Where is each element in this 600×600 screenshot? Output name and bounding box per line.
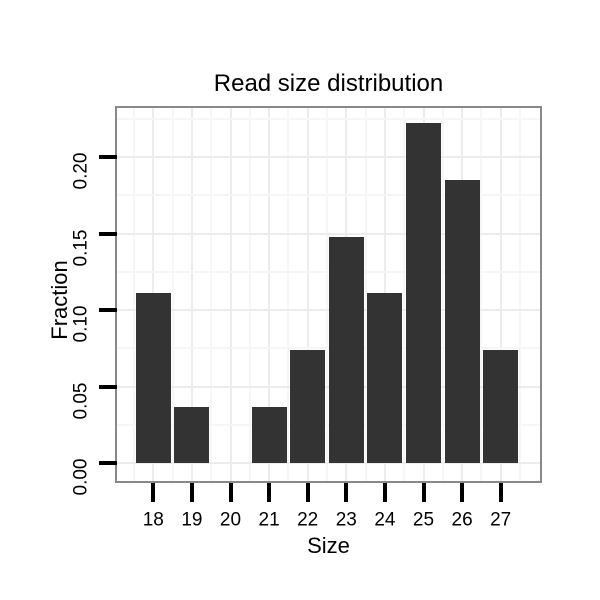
x-tick-25 (421, 483, 426, 502)
grid-minor-v (403, 108, 406, 481)
grid-minor-v (441, 108, 444, 481)
bar-25 (406, 123, 441, 464)
x-tick-22 (305, 483, 310, 502)
bar-23 (328, 236, 364, 464)
chart-title: Read size distribution (213, 70, 444, 97)
x-tick-18 (151, 483, 156, 502)
x-tick-label-21: 21 (258, 509, 280, 531)
y-tick-0.15 (99, 231, 117, 236)
y-tick-label-0.20: 0.20 (70, 152, 92, 190)
grid-major-h (117, 232, 540, 235)
x-tick-23 (344, 483, 349, 502)
grid-minor-h (117, 423, 540, 426)
x-tick-27 (498, 483, 503, 502)
grid-minor-v (287, 108, 290, 481)
x-tick-label-22: 22 (297, 509, 319, 531)
grid-minor-v (519, 108, 521, 481)
x-tick-label-27: 27 (490, 509, 512, 531)
bar-21 (251, 406, 287, 464)
bar-27 (483, 349, 519, 464)
y-tick-label-0.10: 0.10 (70, 305, 92, 343)
grid-minor-v (210, 108, 213, 481)
y-tick-label-0.05: 0.05 (70, 382, 92, 420)
x-tick-26 (460, 483, 465, 502)
x-tick-label-23: 23 (335, 509, 357, 531)
grid-minor-v (248, 108, 251, 481)
y-tick-0.05 (99, 384, 117, 389)
grid-major-h (117, 462, 540, 465)
bar-26 (444, 179, 480, 464)
x-tick-24 (382, 483, 387, 502)
x-tick-20 (228, 483, 233, 502)
grid-major-h (117, 309, 540, 312)
x-tick-label-20: 20 (219, 509, 242, 531)
grid-major-v (229, 108, 232, 481)
grid-major-h (117, 156, 540, 159)
x-tick-label-24: 24 (374, 509, 396, 531)
y-tick-label-0.15: 0.15 (70, 229, 92, 267)
grid-minor-v (326, 108, 328, 481)
y-tick-0.00 (99, 461, 117, 466)
grid-major-v (190, 108, 193, 481)
grid-minor-h (117, 194, 540, 197)
grid-major-h (117, 385, 540, 388)
y-tick-0.10 (99, 308, 117, 313)
grid-major-v (306, 108, 309, 481)
x-tick-label-18: 18 (142, 509, 164, 531)
y-axis-title: Fraction (47, 260, 72, 340)
grid-minor-v (364, 108, 367, 481)
y-tick-label-0.00: 0.00 (70, 458, 92, 496)
x-tick-label-26: 26 (451, 509, 473, 531)
bar-19 (174, 406, 210, 464)
x-tick-19 (189, 483, 194, 502)
grid-minor-h (117, 347, 540, 350)
bar-22 (290, 349, 326, 464)
grid-minor-v (171, 108, 174, 481)
grid-major-v (268, 108, 271, 481)
y-tick-0.20 (99, 155, 117, 160)
plot-panel (115, 106, 542, 483)
x-tick-label-25: 25 (412, 509, 435, 531)
grid-major-v (499, 108, 502, 481)
x-tick-label-19: 19 (181, 509, 203, 531)
grid-minor-v (133, 108, 135, 481)
bar-24 (367, 293, 403, 464)
grid-minor-h (117, 270, 540, 273)
grid-minor-h (117, 118, 540, 120)
grid-minor-v (480, 108, 483, 481)
bar-18 (135, 293, 171, 464)
x-axis-title: Size (307, 533, 350, 558)
x-tick-21 (267, 483, 272, 502)
